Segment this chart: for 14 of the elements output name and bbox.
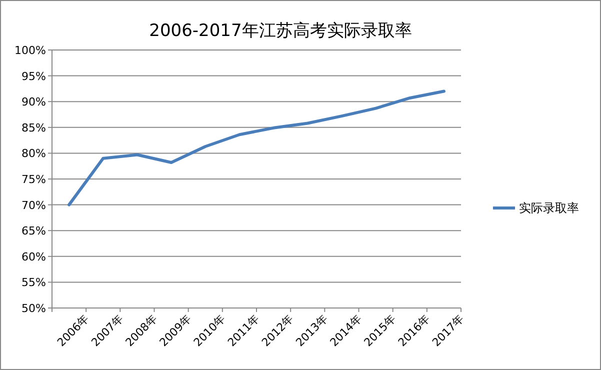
legend-label: 实际录取率 (519, 201, 579, 215)
y-tick-label: 50% (22, 302, 46, 315)
y-tick-label: 100% (14, 44, 46, 57)
y-tick-label: 90% (22, 96, 46, 109)
y-tick-label: 75% (22, 173, 46, 186)
y-tick-label: 55% (22, 276, 46, 290)
y-tick-label: 85% (22, 121, 46, 134)
y-tick-label: 70% (22, 198, 46, 212)
y-tick-label: 60% (22, 250, 46, 264)
y-tick-label: 80% (22, 147, 46, 160)
y-tick-label: 65% (22, 224, 46, 238)
chart-title: 2006-2017年江苏高考实际录取率 (149, 21, 412, 41)
line-series (68, 90, 446, 206)
y-tick-label: 95% (22, 70, 46, 83)
